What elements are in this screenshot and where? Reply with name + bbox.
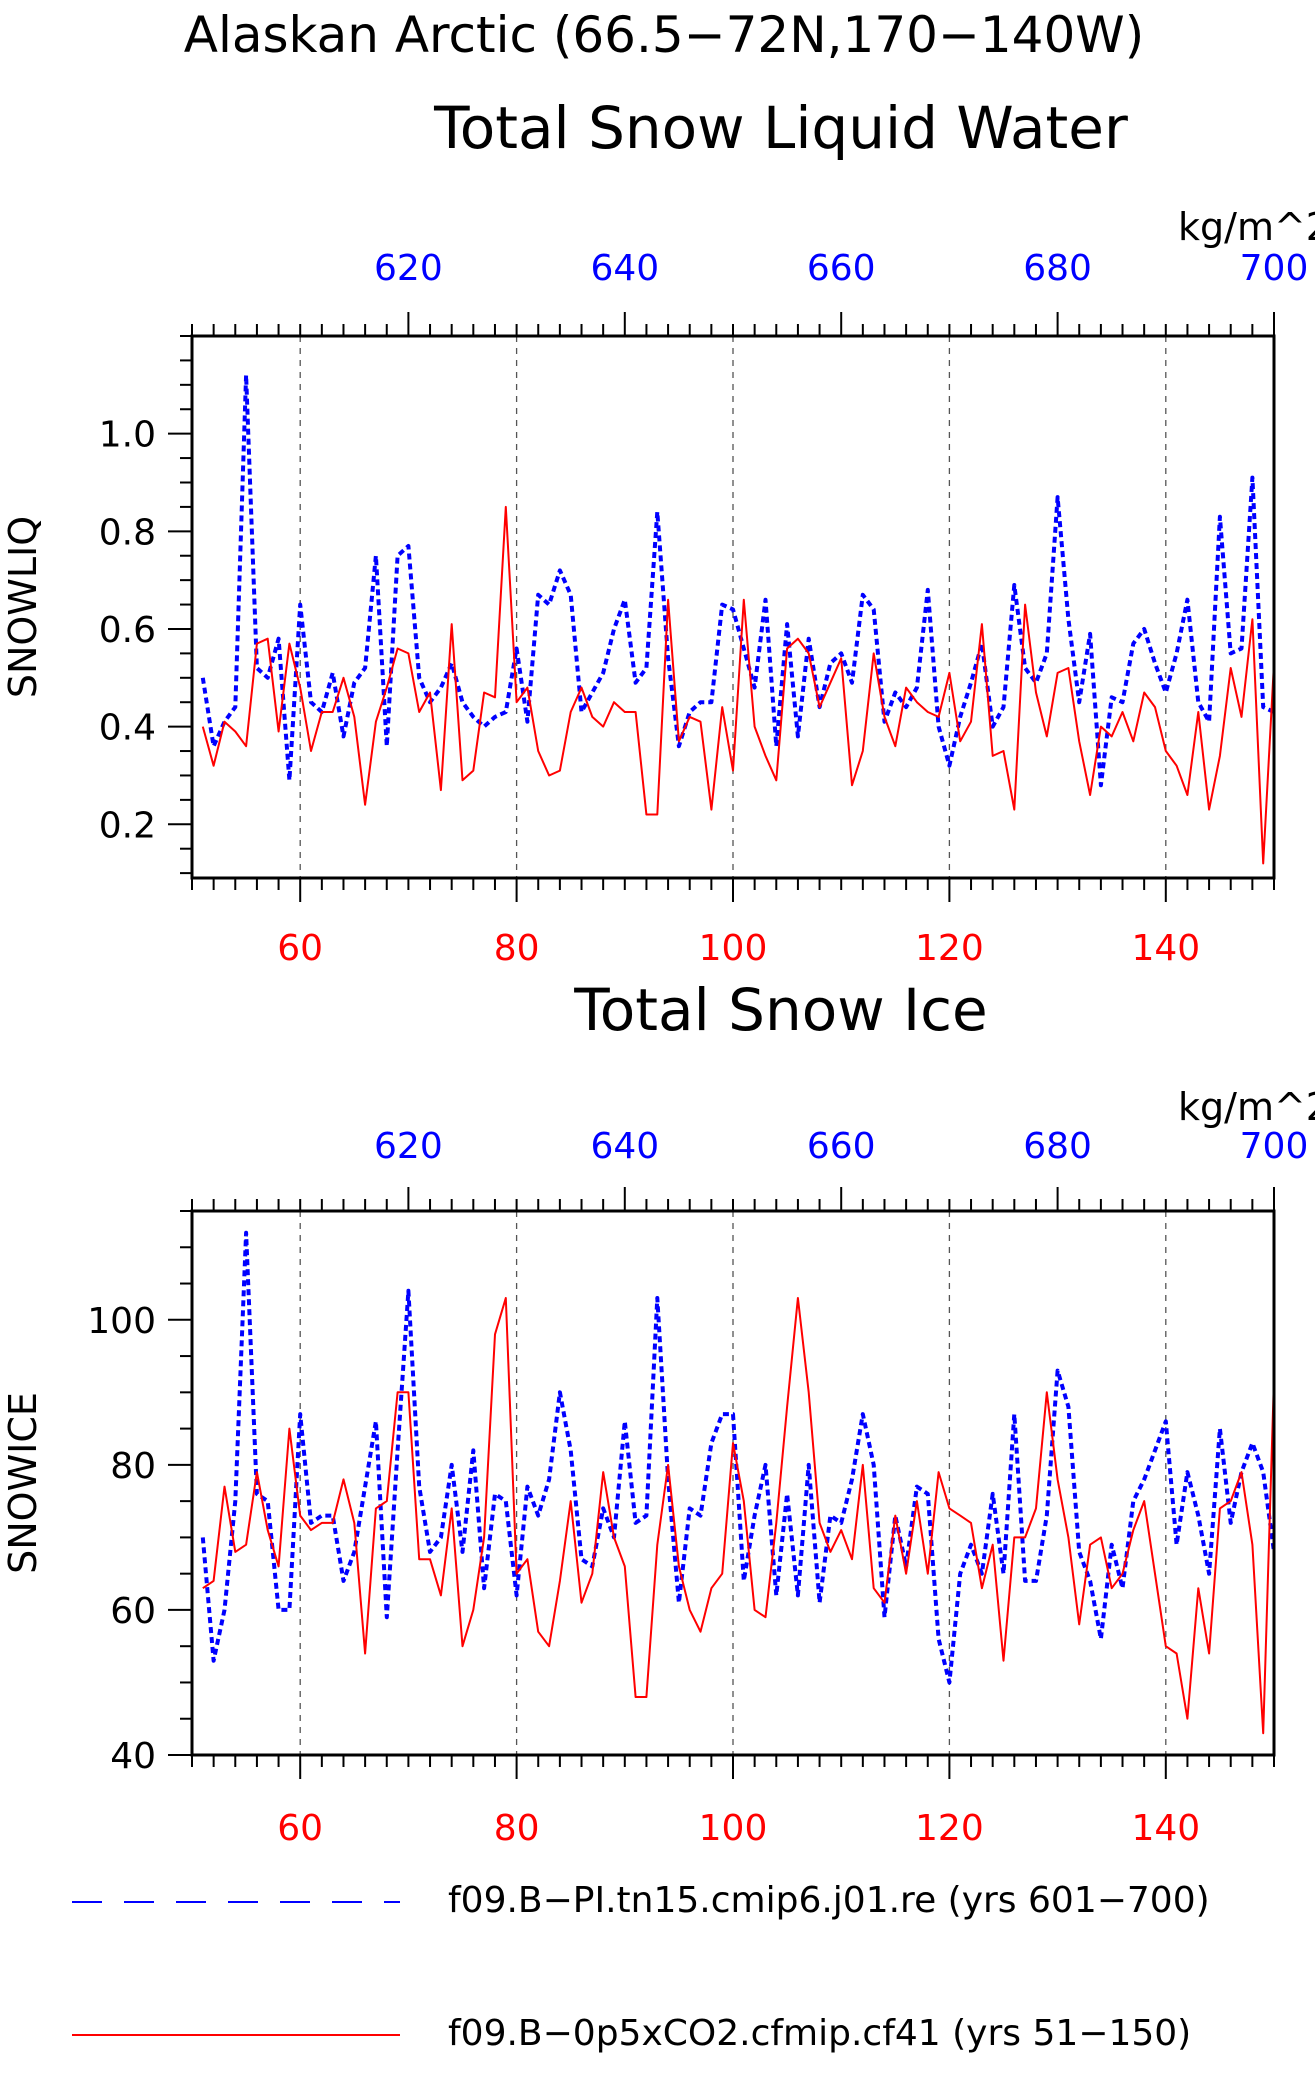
y-axis-label: SNOWLIQ [1,516,45,698]
x-top-tick-label: 680 [1023,1126,1092,1167]
y-tick-label: 0.6 [99,610,156,651]
x-bottom-tick-label: 120 [915,1808,984,1849]
x-top-tick-label: 640 [590,248,659,289]
x-top-tick-label: 620 [374,1126,443,1167]
x-bottom-tick-label: 140 [1131,928,1200,969]
x-top-tick-label: 660 [807,248,876,289]
y-tick-label: 40 [110,1736,156,1777]
units-label: kg/m^2 [1178,205,1315,249]
legend-label: f09.B−PI.tn15.cmip6.j01.re (yrs 601−700) [448,1880,1210,1921]
x-bottom-tick-label: 80 [494,1808,540,1849]
x-bottom-tick-label: 100 [699,1808,768,1849]
series-line-co2-half [201,505,1274,865]
y-axis-label: SNOWICE [1,1392,45,1574]
x-top-tick-label: 640 [590,1126,659,1167]
series-line-co2-half [202,1297,1274,1735]
x-bottom-tick-label: 120 [915,928,984,969]
y-tick-label: 0.2 [99,805,156,846]
figure-title: Alaskan Arctic (66.5−72N,170−140W) [184,6,1144,64]
x-bottom-tick-label: 140 [1131,1808,1200,1849]
x-bottom-tick-label: 60 [277,1808,323,1849]
x-top-tick-label: 660 [807,1126,876,1167]
series-line-pi-control [200,1230,1274,1685]
y-tick-label: 80 [110,1446,156,1487]
x-bottom-tick-label: 100 [699,928,768,969]
y-tick-label: 0.8 [99,512,156,553]
plot-frame [190,1209,1276,1757]
plot-frame [190,334,1276,880]
y-tick-label: 1.0 [99,415,156,456]
x-top-tick-label: 700 [1240,248,1309,289]
x-bottom-tick-label: 60 [277,928,323,969]
x-bottom-tick-label: 80 [494,928,540,969]
y-tick-label: 100 [87,1301,156,1342]
panel-title: Total Snow Liquid Water [433,94,1128,162]
panel-title: Total Snow Ice [573,976,988,1044]
x-top-tick-label: 680 [1023,248,1092,289]
x-top-tick-label: 620 [374,248,443,289]
series-line-pi-control [200,373,1274,788]
y-tick-label: 0.4 [99,708,156,749]
panel-1: Total Snow Liquid Water kg/m^2 60 80 100 120 1… [1,94,1315,969]
panel-2: Total Snow Ice kg/m^2 60 80 100 120 140 620 640 6… [1,976,1315,1849]
x-top-tick-label: 700 [1240,1126,1309,1167]
units-label: kg/m^2 [1178,1085,1315,1129]
y-tick-label: 60 [110,1591,156,1632]
legend: f09.B−PI.tn15.cmip6.j01.re (yrs 601−700)… [72,1880,1210,2054]
legend-label: f09.B−0p5xCO2.cfmip.cf41 (yrs 51−150) [448,2013,1191,2054]
